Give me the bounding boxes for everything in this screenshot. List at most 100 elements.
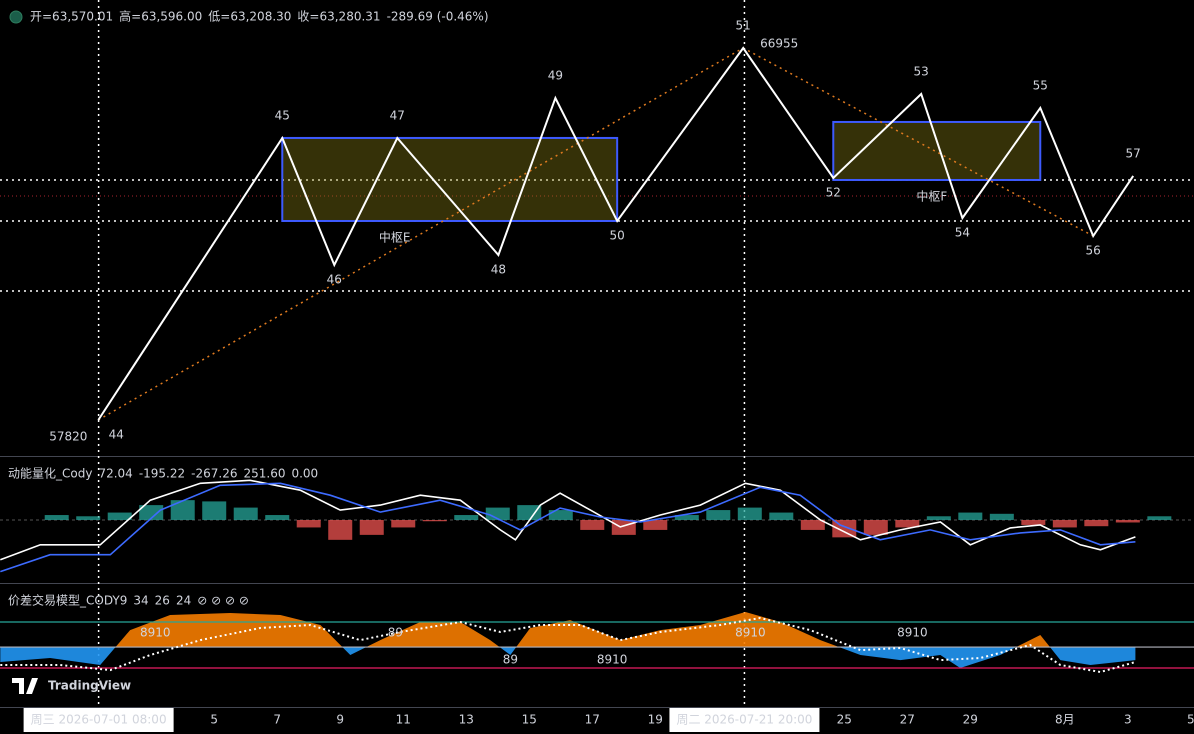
pivot-price: 57820 [49, 429, 87, 443]
signal-annotation: 8910 [597, 653, 628, 667]
pane-title: 价差交易模型_CODY9 [8, 593, 127, 608]
x-tick-label: 19 [648, 713, 663, 727]
signal-annotation: 89 [388, 625, 403, 639]
pivot-label: 44 [109, 427, 124, 441]
ohlc-close: 收=63,280.31 [297, 10, 380, 24]
histogram-bar [296, 520, 321, 528]
pane-legend-value: 72.04 [98, 467, 132, 481]
histogram-bar [233, 507, 258, 520]
crosshair-label: 周二 2026-07-21 20:00 [676, 713, 812, 727]
histogram-bar [643, 520, 668, 530]
pane-legend-value: -195.22 [139, 467, 185, 481]
histogram-bar [76, 516, 101, 520]
pivot-label: 49 [548, 68, 563, 82]
status-icon[interactable] [9, 10, 23, 24]
histogram-bar [580, 520, 605, 530]
histogram-bar [265, 515, 290, 520]
pivot-label: 46 [327, 272, 342, 286]
signal-annotation: 8910 [735, 625, 766, 639]
zone-label: 中枢F [916, 188, 947, 203]
ohlc-open: 开=63,570.01 [30, 10, 113, 24]
histogram-bar [44, 515, 69, 520]
x-tick-label: 25 [837, 713, 852, 727]
histogram-bar [863, 520, 888, 535]
histogram-bar [548, 510, 573, 520]
signal-line [0, 616, 1136, 674]
histogram-bar [359, 520, 384, 535]
x-tick-label: 17 [585, 713, 600, 727]
ohlc-high: 高=63,596.00 [119, 9, 202, 24]
x-tick-label: 3 [1124, 713, 1132, 727]
x-tick-label: 5 [210, 713, 218, 727]
pivot-label: 51 [736, 19, 751, 33]
x-tick-label: 27 [900, 713, 915, 727]
pane-title: 动能量化_Cody [8, 467, 92, 481]
pivot-label: 53 [914, 64, 929, 78]
pane-legend-value: 34 [133, 594, 148, 608]
x-tick-label: 29 [963, 713, 978, 727]
histogram-bar [170, 500, 195, 520]
crosshair-label-box [23, 708, 174, 732]
x-tick-label: 8月 [1055, 713, 1075, 727]
histogram-bar [989, 513, 1014, 520]
crosshair-label-box [669, 708, 820, 732]
histogram-bar [706, 510, 731, 520]
x-tick-label: 7 [273, 713, 281, 727]
histogram-bar [769, 512, 794, 520]
oscillator-area-down [0, 647, 1136, 668]
pane-legend-value: ⊘ ⊘ ⊘ ⊘ [197, 594, 249, 608]
pivot-label: 55 [1033, 78, 1048, 92]
histogram-bar [800, 520, 825, 530]
histogram-bar [674, 515, 699, 520]
pivot-label: 50 [610, 228, 625, 242]
pivot-label: 45 [275, 108, 290, 122]
histogram-bar [1052, 520, 1077, 528]
pane-legend-value: 0.00 [291, 467, 318, 481]
pivot-price: 66955 [760, 37, 798, 51]
x-tick-label: 5 [1187, 713, 1194, 727]
histogram-bar [139, 505, 164, 520]
histogram-bar [391, 520, 416, 528]
histogram-bar [202, 501, 227, 520]
signal-annotation: 8910 [140, 625, 171, 639]
pivot-label: 54 [955, 225, 970, 239]
pane-legend-value: 26 [155, 594, 170, 608]
histogram-bar [328, 520, 353, 540]
oscillator-area-up [115, 612, 1050, 648]
histogram-bar [1115, 520, 1140, 523]
logo: TradingView [48, 679, 131, 693]
histogram-bar [1084, 520, 1109, 527]
momentum-line [0, 479, 1136, 561]
pivot-label: 57 [1126, 146, 1141, 160]
pane-legend-value: 24 [176, 594, 191, 608]
histogram-bar [517, 505, 542, 520]
histogram-bar [926, 516, 951, 520]
pivot-label: 47 [390, 108, 405, 122]
signal-annotation: 89 [503, 653, 518, 667]
momentum-line [0, 482, 1136, 573]
x-tick-label: 15 [522, 713, 537, 727]
pivot-zone [832, 120, 1042, 181]
histogram-bar [737, 507, 762, 520]
signal-annotation: 8910 [897, 625, 928, 639]
pivot-label: 48 [491, 262, 506, 276]
x-tick-label: 9 [336, 713, 344, 727]
pivot-zone [281, 136, 619, 222]
histogram-bar [895, 520, 920, 528]
histogram-bar [107, 512, 132, 520]
crosshair-label: 周三 2026-07-01 08:00 [31, 713, 167, 727]
logo-mark [12, 678, 38, 694]
x-tick-label: 13 [459, 713, 474, 727]
zone-label: 中枢E [379, 229, 411, 244]
pivot-label: 56 [1086, 243, 1101, 257]
histogram-bar [1147, 516, 1172, 520]
ohlc-low: 低=63,208.30 [208, 10, 291, 24]
histogram-bar [422, 520, 447, 522]
histogram-bar [1021, 520, 1046, 525]
pivot-label: 52 [826, 185, 841, 199]
histogram-bar [454, 515, 479, 520]
zigzag-line [97, 46, 1135, 421]
pane-legend-value: 251.60 [243, 467, 285, 481]
ohlc-change: -289.69 (-0.46%) [387, 10, 489, 24]
